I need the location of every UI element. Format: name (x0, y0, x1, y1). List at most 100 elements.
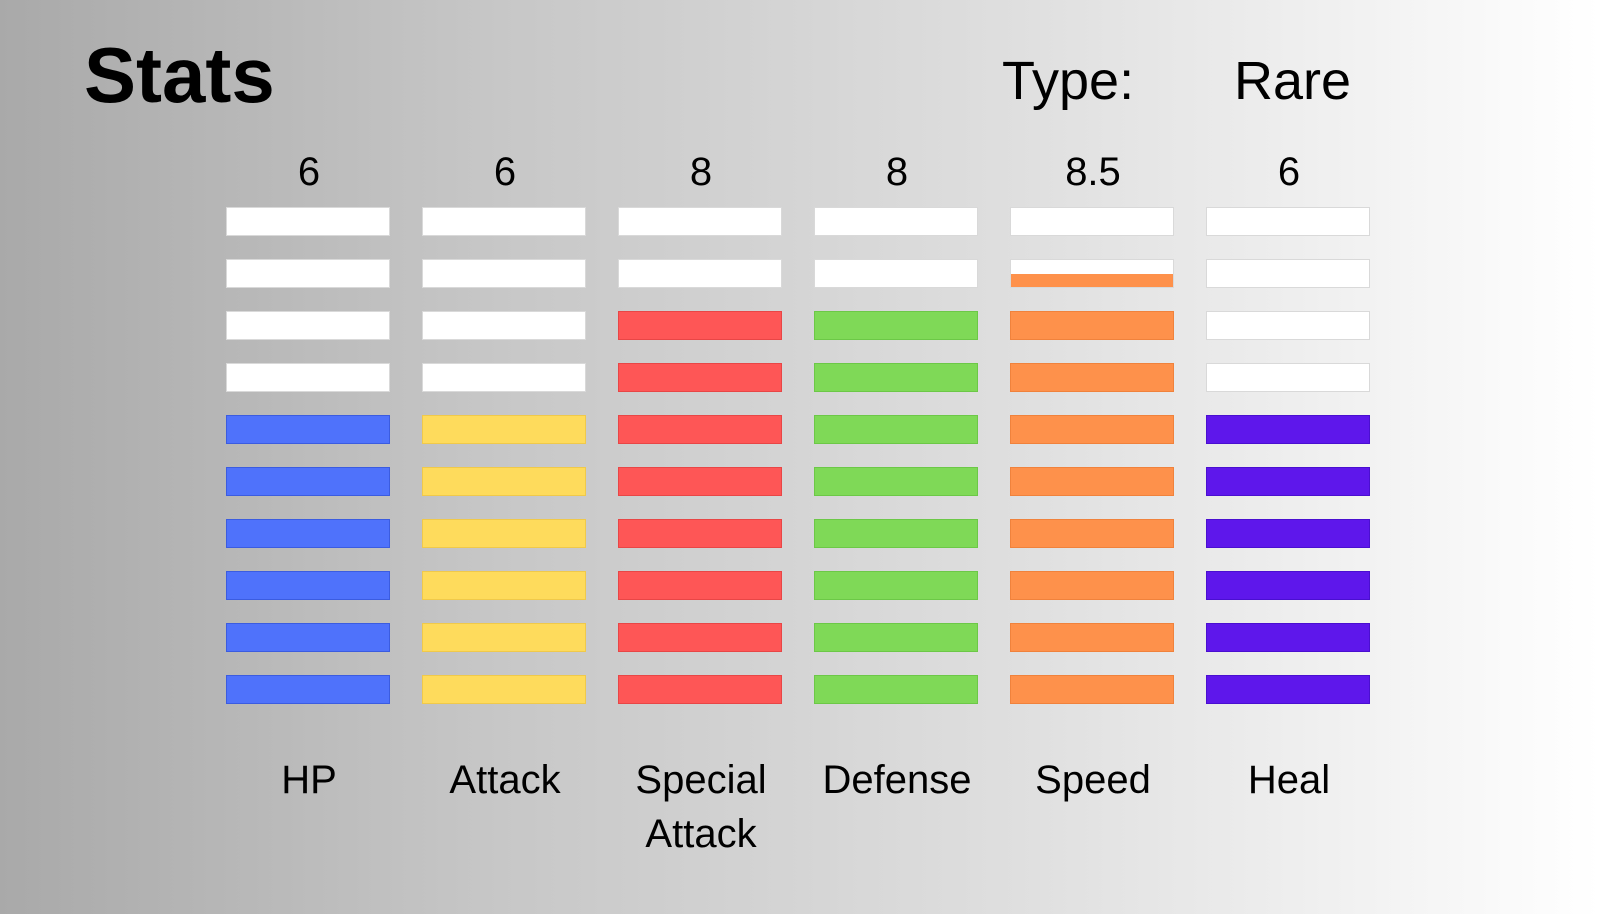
stat-segment (422, 363, 586, 392)
stat-label-defense: Defense (822, 758, 972, 802)
stat-segment (1010, 675, 1174, 704)
stat-segment-fill (227, 520, 389, 547)
stat-segment (226, 311, 390, 340)
stat-value-defense: 8 (885, 150, 909, 194)
stat-segment (226, 467, 390, 496)
stat-segment-fill (619, 676, 781, 703)
stat-value-special-attack: 8 (689, 150, 713, 194)
stat-segment (1206, 571, 1370, 600)
stat-segment (814, 571, 978, 600)
stat-segment-fill (619, 416, 781, 443)
stat-column-special-attack: 8 Special Attack (618, 0, 784, 914)
stat-value-speed: 8.5 (1065, 150, 1121, 194)
stat-segment (422, 675, 586, 704)
stat-column-attack: 6 Attack (422, 0, 588, 914)
stat-segment (226, 519, 390, 548)
stat-segment-fill (815, 364, 977, 391)
stat-segment-fill (815, 468, 977, 495)
stat-segment-fill (815, 572, 977, 599)
stat-segment (1206, 259, 1370, 288)
stat-segment (422, 207, 586, 236)
stat-segment (1206, 675, 1370, 704)
stat-label-special-attack: Special Attack (635, 758, 767, 856)
stat-segment-fill (1011, 676, 1173, 703)
stat-segment-fill (619, 468, 781, 495)
stat-segment (226, 207, 390, 236)
page-title: Stats (84, 31, 275, 119)
stat-segment (1206, 519, 1370, 548)
stat-segment (814, 207, 978, 236)
stat-segment (618, 311, 782, 340)
stat-segment-fill (227, 572, 389, 599)
stat-segment (1010, 571, 1174, 600)
stat-segment (226, 363, 390, 392)
stat-segment (422, 415, 586, 444)
stat-segment-fill (423, 676, 585, 703)
stat-segment (1206, 467, 1370, 496)
stat-segment-fill (619, 312, 781, 339)
stat-segment (1206, 363, 1370, 392)
stat-label-speed: Speed (1035, 758, 1151, 802)
stat-segment-fill (1011, 520, 1173, 547)
stat-segment (618, 623, 782, 652)
stat-segment (1010, 259, 1174, 288)
stat-segment (1010, 623, 1174, 652)
stat-segment-fill (815, 624, 977, 651)
stat-segment-fill (423, 572, 585, 599)
stat-segment-fill (619, 624, 781, 651)
stat-segment-fill (1207, 676, 1369, 703)
stat-segment (1010, 363, 1174, 392)
stat-segment (814, 675, 978, 704)
stat-segment (422, 311, 586, 340)
stat-segment-fill (619, 572, 781, 599)
stat-segment (226, 259, 390, 288)
stat-segment (1010, 467, 1174, 496)
stat-segment (1206, 207, 1370, 236)
stat-value-hp: 6 (297, 150, 321, 194)
stat-segment-fill (227, 624, 389, 651)
stat-segment (1206, 415, 1370, 444)
stat-segment (814, 311, 978, 340)
stat-segment (1206, 623, 1370, 652)
stat-column-hp: 6 HP (226, 0, 392, 914)
stat-segment-fill (1011, 624, 1173, 651)
stat-segment (1010, 519, 1174, 548)
stat-segment-fill (423, 416, 585, 443)
type-value: Rare (1234, 51, 1352, 111)
stat-segment (618, 363, 782, 392)
stat-segment (618, 415, 782, 444)
stat-label-hp: HP (281, 758, 337, 802)
stat-segment (422, 467, 586, 496)
stat-segment (814, 363, 978, 392)
stat-segment (618, 467, 782, 496)
stat-segment-fill (423, 520, 585, 547)
stat-segment-fill (227, 468, 389, 495)
stat-label-attack: Attack (449, 758, 561, 802)
stat-segment (814, 467, 978, 496)
stat-segment (1010, 415, 1174, 444)
stat-segment (422, 259, 586, 288)
stat-label-heal: Heal (1247, 758, 1331, 802)
stat-column-speed: 8.5 Speed (1010, 0, 1176, 914)
stat-segment-fill (815, 676, 977, 703)
stat-segment-fill (815, 520, 977, 547)
stat-segment (1010, 207, 1174, 236)
stat-segment-fill (1011, 273, 1173, 287)
stat-segment (226, 415, 390, 444)
stat-segment-fill (1011, 468, 1173, 495)
stat-segment-fill (815, 416, 977, 443)
stat-segment (226, 675, 390, 704)
stat-segment-fill (619, 364, 781, 391)
stat-segment (422, 571, 586, 600)
stat-segment (226, 571, 390, 600)
stat-segment-fill (423, 624, 585, 651)
stat-segment-fill (1207, 468, 1369, 495)
stat-segment (814, 415, 978, 444)
stat-segment (618, 207, 782, 236)
stat-segment-fill (619, 520, 781, 547)
stat-segment-fill (1207, 416, 1369, 443)
stat-segment-fill (1011, 312, 1173, 339)
stat-segment (226, 623, 390, 652)
stat-value-heal: 6 (1277, 150, 1301, 194)
stat-segment-fill (423, 468, 585, 495)
